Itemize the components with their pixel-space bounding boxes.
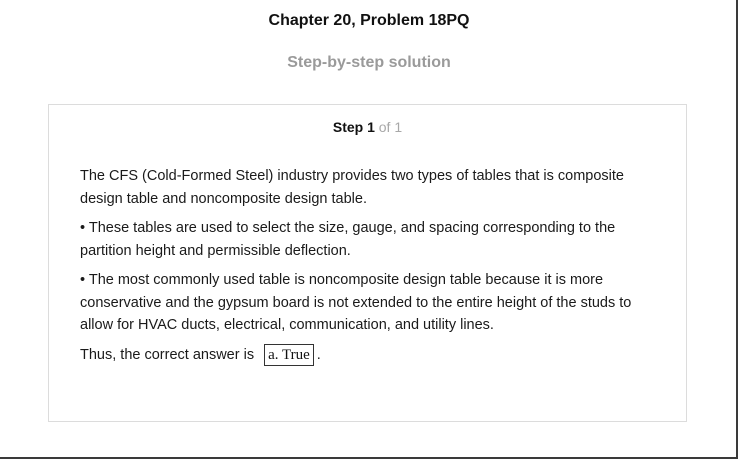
solution-card: Step 1 of 1 The CFS (Cold-Formed Steel) …: [48, 104, 687, 422]
answer-line: Thus, the correct answer is a. True .: [80, 343, 666, 367]
solution-paragraph: • These tables are used to select the si…: [80, 220, 616, 259]
step-label: Step 1: [332, 119, 375, 135]
page-title: Chapter 20, Problem 18PQ: [268, 12, 470, 29]
solution-paragraph: • The most commonly used table is noncom…: [80, 272, 632, 333]
solution-content: The CFS (Cold-Formed Steel) industry pro…: [80, 165, 666, 366]
step-header: Step 1 of 1: [49, 119, 686, 135]
step-count: of 1: [378, 119, 403, 135]
right-border: [736, 0, 738, 459]
solution-subtitle: Step-by-step solution: [287, 54, 451, 71]
bottom-border: [0, 457, 738, 459]
answer-prefix: Thus, the correct answer is: [80, 346, 255, 363]
answer-box: a. True: [264, 343, 314, 366]
answer-suffix: .: [316, 346, 321, 363]
solution-paragraph: The CFS (Cold-Formed Steel) industry pro…: [80, 168, 624, 207]
